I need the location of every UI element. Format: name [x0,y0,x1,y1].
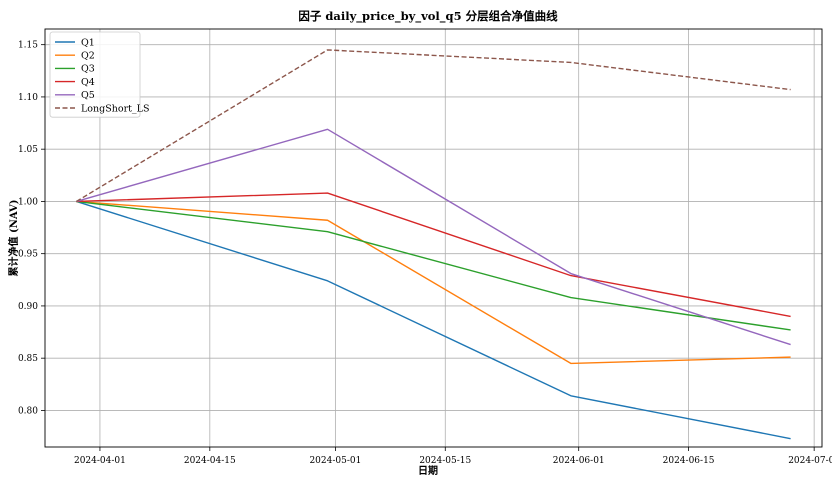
y-tick-label: 0.80 [18,406,38,416]
x-tick-label: 2024-04-15 [184,456,236,466]
y-tick-label: 0.85 [18,354,38,364]
legend: Q1 Q2 Q3 Q4 Q5 LongShort_LS [49,31,150,118]
legend-label: Q5 [81,90,95,101]
x-tick-label: 2024-06-01 [553,456,605,466]
series-line-q3 [76,200,791,331]
x-tick-label: 2024-05-01 [309,456,361,466]
series-lines [76,49,791,440]
legend-label: Q4 [81,77,95,88]
legend-label: Q2 [81,51,95,62]
axis-ticks: 2024-04-01 2024-04-15 2024-05-01 2024-05-15… [18,41,832,466]
series-line-q5 [76,128,791,346]
plot-frame [44,28,823,448]
legend-label: LongShort_LS [81,103,150,114]
y-axis-label: 累计净值 (NAV) [7,200,20,277]
y-tick-label: 1.10 [18,93,38,103]
x-tick-label: 2024-06-15 [663,456,715,466]
legend-label: Q1 [81,37,95,48]
y-tick-label: 1.00 [18,197,38,207]
legend-box [49,31,141,118]
legend-label: Q3 [81,64,95,75]
y-tick-label: 0.90 [18,302,38,312]
x-tick-label: 2024-04-01 [74,456,126,466]
series-line-q1 [76,200,791,440]
y-tick-label: 1.15 [18,41,38,51]
chart-title: 因子 daily_price_by_vol_q5 分层组合净值曲线 [298,9,558,24]
series-line-q2 [76,200,791,365]
y-tick-label: 1.05 [18,145,38,155]
series-line-longshort-ls [76,49,791,203]
y-tick-label: 0.95 [18,250,38,260]
x-axis-label: 日期 [418,464,438,477]
x-tick-label: 2024-07-01 [788,456,832,466]
grid [45,29,822,447]
x-tick-label: 2024-05-15 [419,456,471,466]
series-line-q4 [76,192,791,318]
